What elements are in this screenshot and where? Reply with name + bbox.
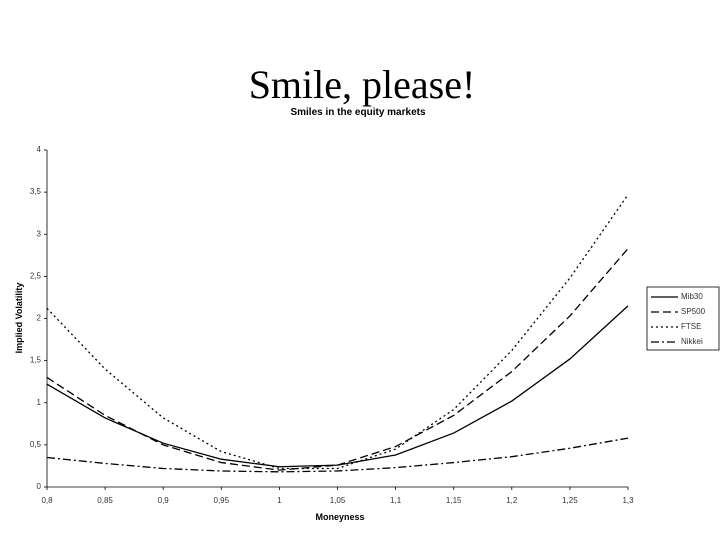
y-axis-title: Implied Volatility <box>14 283 24 354</box>
x-tick-label: 1,15 <box>446 496 462 505</box>
x-tick-label: 1,25 <box>562 496 578 505</box>
x-tick-label: 0,95 <box>214 496 230 505</box>
x-axis-title: Moneyness <box>315 512 364 522</box>
x-tick-label: 1,2 <box>506 496 518 505</box>
y-tick-label: 2 <box>37 314 42 323</box>
legend-label: SP500 <box>681 307 706 316</box>
slide-title: Smile, please! <box>249 62 476 107</box>
x-tick-label: 0,9 <box>158 496 170 505</box>
y-tick-label: 3,5 <box>30 187 42 196</box>
y-tick-label: 1,5 <box>30 356 42 365</box>
chart-title: Smiles in the equity markets <box>290 107 425 118</box>
x-tick-label: 1,1 <box>390 496 402 505</box>
y-tick-label: 0 <box>37 482 42 491</box>
x-tick-label: 1,05 <box>330 496 346 505</box>
series-line <box>46 437 629 473</box>
legend-label: Mib30 <box>681 292 703 301</box>
x-tick-label: 0,85 <box>97 496 113 505</box>
y-tick-label: 3 <box>37 229 42 238</box>
series-line <box>46 194 629 470</box>
legend-label: Nikkei <box>681 337 703 346</box>
x-tick-label: 0,8 <box>41 496 53 505</box>
x-tick-label: 1,3 <box>622 496 634 505</box>
y-tick-label: 1 <box>37 398 42 407</box>
y-tick-label: 2,5 <box>30 271 42 280</box>
x-tick-label: 1 <box>277 496 282 505</box>
y-tick-label: 4 <box>37 145 42 154</box>
legend-label: FTSE <box>681 322 701 331</box>
y-tick-label: 0,5 <box>30 440 42 449</box>
series-line <box>46 248 629 471</box>
